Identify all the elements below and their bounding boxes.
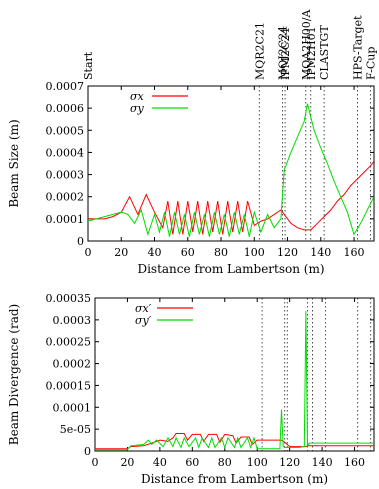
y-tick-label: 5e-05 [60, 423, 91, 436]
y-tick-label: 0.00015 [46, 379, 92, 392]
element-marker-label: MQR2C21 [253, 22, 266, 80]
legend-label: σy′ [135, 314, 152, 327]
x-tick-label: 140 [312, 456, 333, 469]
x-tick-label: 20 [120, 456, 134, 469]
x-tick-label: 40 [153, 456, 167, 469]
y-axis-label: Beam Divergence (rad) [7, 304, 21, 445]
series-line-y [95, 311, 374, 451]
x-tick-label: 80 [214, 246, 228, 259]
x-tick-label: 20 [114, 246, 128, 259]
x-tick-label: 120 [279, 456, 300, 469]
element-marker-label: F-Cup [365, 47, 378, 80]
x-axis-label: Distance from Lambertson (m) [141, 472, 328, 486]
y-tick-label: 0.0002 [53, 358, 92, 371]
element-marker-label: HPS-Target [351, 15, 364, 80]
x-tick-label: 160 [344, 456, 365, 469]
element-marker-label: MQJ2C24 [277, 26, 290, 80]
y-tick-label: 0.0006 [46, 102, 85, 115]
x-tick-label: 40 [148, 246, 162, 259]
element-marker-label: IPM2C24 [279, 28, 292, 80]
element-marker-label: Start [82, 51, 95, 80]
element-marker-label: MQA2H00/A [300, 8, 313, 80]
y-tick-label: 0 [77, 235, 84, 248]
y-tick-label: 0.0001 [53, 401, 92, 414]
x-tick-label: 60 [181, 246, 195, 259]
series-line-y [88, 103, 374, 237]
x-tick-label: 0 [85, 246, 92, 259]
element-marker-label: IPM2H01 [305, 26, 318, 80]
x-tick-label: 120 [277, 246, 298, 259]
legend-label: σx′ [135, 302, 152, 315]
x-axis-label: Distance from Lambertson (m) [137, 262, 324, 276]
chart-2: 0 20 40 60 80 100 120 140 160 0 5e-05 0.0001 0.00015… [7, 292, 375, 486]
y-tick-label: 0.0003 [53, 314, 92, 327]
x-tick-label: 60 [185, 456, 199, 469]
y-tick-label: 0.0001 [46, 213, 85, 226]
series-line-x [88, 161, 374, 235]
y-tick-label: 0 [84, 445, 91, 458]
y-tick-label: 0.00025 [46, 336, 92, 349]
y-tick-label: 0.0004 [46, 146, 85, 159]
x-tick-label: 160 [344, 246, 365, 259]
series-line-x [95, 433, 374, 450]
x-tick-label: 100 [247, 456, 268, 469]
x-tick-label: 140 [310, 246, 331, 259]
x-tick-label: 100 [244, 246, 265, 259]
element-marker-label: CLASTGT [318, 25, 331, 80]
plot-frame [87, 85, 375, 242]
y-tick-label: 0.00035 [46, 292, 92, 305]
y-axis-label: Beam Size (m) [7, 119, 21, 207]
plot-frame [94, 297, 375, 452]
legend-label: σy [130, 102, 145, 115]
y-tick-label: 0.0007 [46, 80, 85, 93]
y-tick-label: 0.0003 [46, 169, 85, 182]
x-tick-label: 0 [92, 456, 99, 469]
y-tick-label: 0.0002 [46, 191, 85, 204]
y-tick-label: 0.0005 [46, 124, 85, 137]
x-tick-label: 80 [218, 456, 232, 469]
legend-label: σx [130, 90, 145, 103]
